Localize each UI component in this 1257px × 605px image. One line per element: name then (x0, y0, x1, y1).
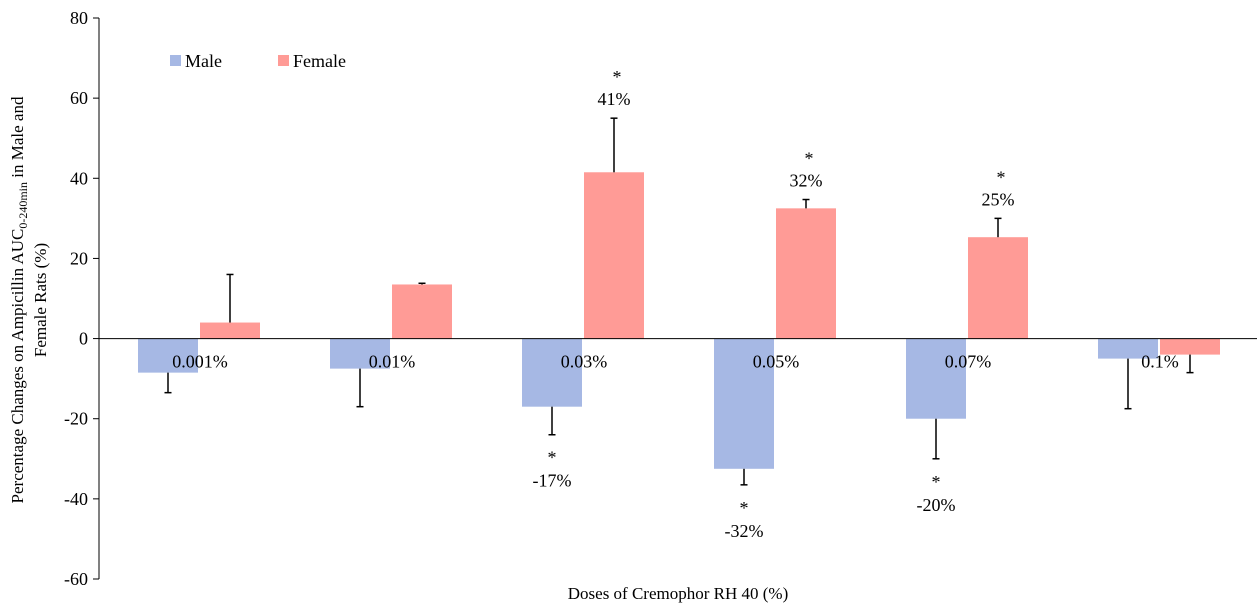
significance-marker: * (805, 149, 814, 169)
y-tick-label: -40 (64, 489, 88, 509)
legend: Male Female (170, 51, 346, 71)
bar-male (1098, 338, 1158, 359)
significance-marker: * (932, 472, 941, 492)
category-label: 0.05% (753, 352, 800, 372)
y-tick-label: 40 (70, 168, 88, 188)
bar-female (200, 322, 260, 339)
bar-female (1160, 338, 1220, 355)
value-label: -20% (917, 495, 956, 515)
significance-marker: * (613, 67, 622, 87)
y-tick-label: 0 (79, 329, 88, 349)
bar-female (968, 237, 1028, 339)
category-labels-layer: 0.001% 0.01% 0.03% 0.05% 0.07% 0.1% (172, 352, 1179, 372)
bar-male (906, 338, 966, 419)
y-axis-title-prefix: Percentage Changes on Ampicillin AUC (8, 229, 27, 504)
bar-male (138, 338, 198, 373)
y-ticks-layer: -60 -40 -20 0 20 40 60 80 (64, 8, 99, 589)
bar-male (522, 338, 582, 407)
bar-male (714, 338, 774, 469)
significance-marker: * (740, 498, 749, 518)
y-tick-label: 80 (70, 8, 88, 28)
y-axis-title-subscript: 0-240min (16, 182, 30, 229)
legend-swatch-male (170, 55, 181, 66)
y-axis-title-line2: Female Rats (%) (31, 243, 50, 357)
category-label: 0.07% (945, 352, 992, 372)
axes-layer (98, 18, 1257, 579)
category-label: 0.03% (561, 352, 608, 372)
significance-marker: * (997, 167, 1006, 187)
error-bars-layer (164, 117, 1194, 486)
value-label: 32% (790, 171, 823, 191)
legend-label-female: Female (293, 51, 346, 71)
y-tick-label: -60 (64, 569, 88, 589)
value-label: -32% (725, 521, 764, 541)
y-tick-label: 60 (70, 88, 88, 108)
bar-male (330, 338, 390, 369)
y-axis-title: Percentage Changes on Ampicillin AUC0-24… (8, 96, 50, 503)
bar-female (776, 208, 836, 339)
category-label: 0.1% (1141, 352, 1179, 372)
bars-layer (138, 172, 1220, 469)
annotations-layer: *-17%41%**-32%32%**-20%25%* (533, 67, 1015, 541)
category-label: 0.01% (369, 352, 416, 372)
y-tick-label: 20 (70, 248, 88, 268)
legend-label-male: Male (185, 51, 222, 71)
bar-female (392, 284, 452, 339)
bar-female (584, 172, 644, 339)
y-axis-title-line1: Percentage Changes on Ampicillin AUC0-24… (8, 96, 30, 503)
significance-marker: * (548, 448, 557, 468)
x-axis-title: Doses of Cremophor RH 40 (%) (568, 584, 789, 603)
value-label: -17% (533, 471, 572, 491)
legend-swatch-female (278, 55, 289, 66)
y-axis-title-suffix: in Male and (8, 96, 27, 182)
category-label: 0.001% (172, 352, 228, 372)
y-tick-label: -20 (64, 409, 88, 429)
value-label: 41% (598, 89, 631, 109)
value-label: 25% (982, 189, 1015, 209)
